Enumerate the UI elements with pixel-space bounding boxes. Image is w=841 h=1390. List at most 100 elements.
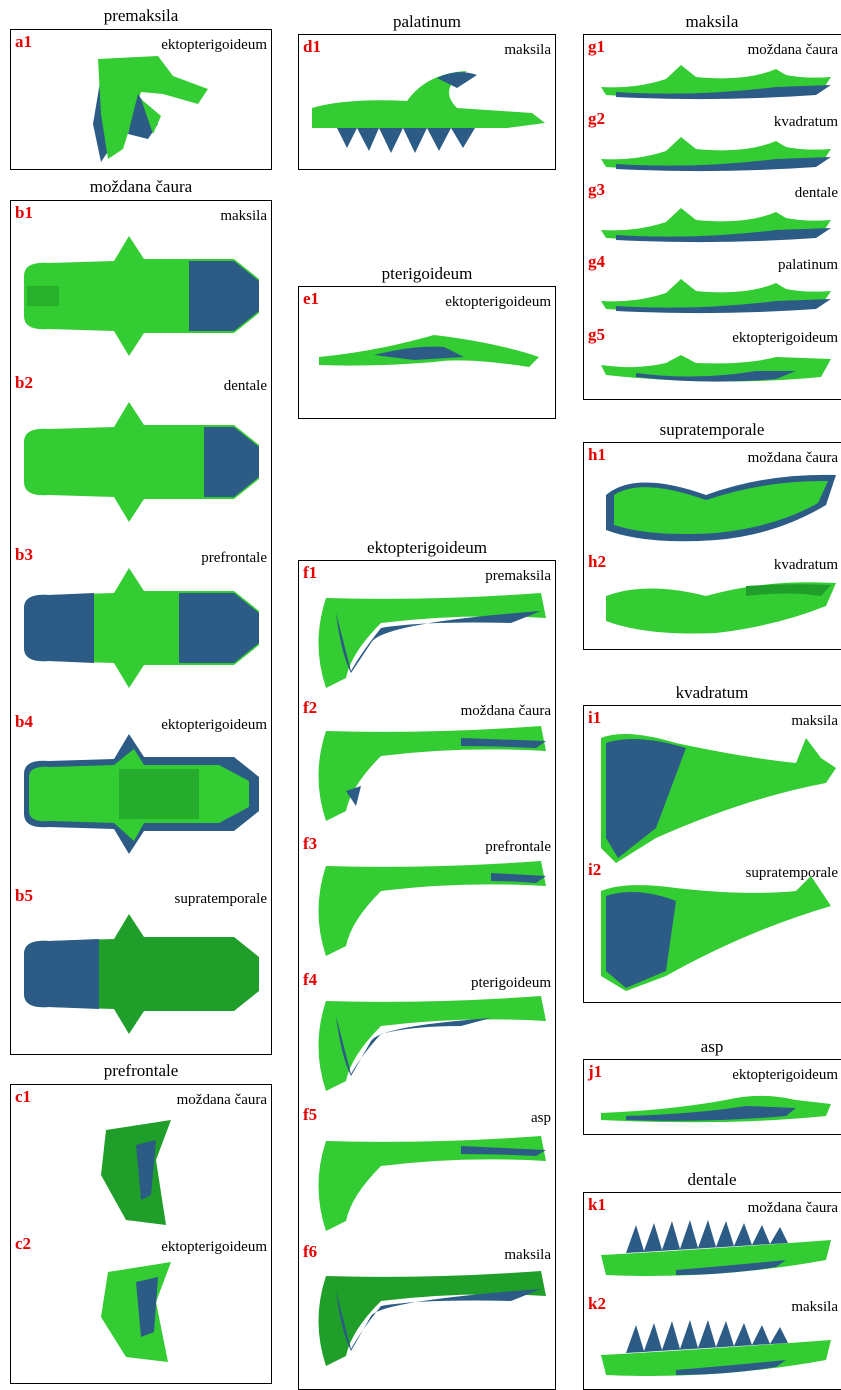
b4-label: ektopterigoideum	[161, 717, 267, 733]
g5-maxilla-render	[601, 355, 831, 382]
a1-id: a1	[15, 32, 32, 51]
panel-i-title: kvadratum	[675, 683, 749, 702]
h2-label: kvadratum	[773, 557, 838, 573]
panel-prefrontale: c1 moždana čaura c2 ektopterigoideum	[10, 1084, 272, 1384]
g1-id: g1	[588, 37, 605, 56]
b1-braincase-render	[24, 236, 259, 356]
i1-label: maksila	[791, 713, 838, 729]
f1-label: premaksila	[485, 568, 551, 584]
f6-label: maksila	[504, 1247, 551, 1263]
d1-id: d1	[303, 37, 321, 56]
e1-id: e1	[303, 289, 320, 308]
f2-id: f2	[303, 698, 318, 717]
c2-label: ektopterigoideum	[161, 1239, 267, 1255]
panel-c-title: prefrontale	[103, 1061, 179, 1080]
i2-id: i2	[588, 860, 602, 879]
a1-premaxilla-render	[93, 56, 208, 162]
panel-g-title: maksila	[685, 12, 739, 31]
b2-label: dentale	[223, 378, 267, 394]
panel-a-title: premaksila	[103, 6, 179, 25]
panel-f-title: ektopterigoideum	[367, 538, 487, 557]
f5-ectopterygoid-render	[318, 1136, 546, 1231]
c1-prefrontal-render	[101, 1120, 171, 1225]
f4-label: pterigoideum	[471, 975, 551, 991]
g4-label: palatinum	[778, 257, 838, 273]
g2-label: kvadratum	[773, 114, 838, 130]
d1-palatine-render	[312, 71, 545, 153]
g5-id: g5	[588, 325, 605, 344]
h1-supratemporal-render	[606, 474, 836, 542]
b2-id: b2	[15, 373, 33, 392]
b2-braincase-render	[24, 402, 259, 522]
i1-id: i1	[588, 708, 602, 727]
b5-label: supratemporale	[174, 891, 267, 907]
f2-label: moždana čaura	[460, 703, 551, 719]
f5-label: asp	[531, 1110, 551, 1126]
b4-id: b4	[15, 712, 33, 731]
h1-label: moždana čaura	[747, 450, 838, 466]
d1-label: maksila	[504, 42, 551, 58]
j1-id: j1	[588, 1062, 603, 1081]
k2-id: k2	[588, 1294, 606, 1313]
h2-id: h2	[588, 552, 606, 571]
b3-braincase-render	[24, 568, 259, 688]
g3-maxilla-render	[601, 208, 831, 243]
panel-asp: j1 ektopterigoideum	[583, 1059, 841, 1135]
h2-supratemporal-render	[606, 582, 836, 634]
k1-label: moždana čaura	[747, 1200, 838, 1216]
b4-braincase-render	[24, 734, 259, 854]
g5-label: ektopterigoideum	[732, 330, 838, 346]
f6-ectopterygoid-render	[318, 1271, 546, 1366]
f5-id: f5	[303, 1105, 318, 1124]
a1-label: ektopterigoideum	[161, 37, 267, 53]
f4-ectopterygoid-render	[318, 996, 546, 1091]
c1-id: c1	[15, 1087, 32, 1106]
panel-premaksila: a1 ektopterigoideum	[10, 29, 272, 170]
b1-label: maksila	[220, 208, 267, 224]
panel-b-title: moždana čaura	[89, 177, 193, 196]
b3-id: b3	[15, 545, 33, 564]
c2-prefrontal-render	[101, 1262, 171, 1362]
panel-mozdana-caura: b1 maksila b2 dentale b3 prefrontale b4 …	[10, 200, 272, 1055]
panel-j-title: asp	[700, 1037, 724, 1056]
c2-id: c2	[15, 1234, 32, 1253]
g3-id: g3	[588, 180, 605, 199]
g1-maxilla-render	[601, 65, 831, 100]
j1-label: ektopterigoideum	[732, 1067, 838, 1083]
f1-id: f1	[303, 563, 318, 582]
h1-id: h1	[588, 445, 606, 464]
panel-supratemporale: h1 moždana čaura h2 kvadratum	[583, 442, 841, 650]
g4-maxilla-render	[601, 279, 831, 314]
j1-asp-render	[601, 1095, 831, 1123]
panel-pterigoideum: e1 ektopterigoideum	[298, 286, 556, 419]
i2-label: supratemporale	[745, 865, 838, 881]
k1-dentary-render	[601, 1220, 831, 1276]
f4-id: f4	[303, 970, 318, 989]
k2-dentary-render	[601, 1320, 831, 1376]
panel-kvadratum: i1 maksila i2 supratemporale	[583, 705, 841, 1003]
panel-d-title: palatinum	[393, 12, 461, 31]
k1-id: k1	[588, 1195, 606, 1214]
f6-id: f6	[303, 1242, 318, 1261]
panel-e-title: pterigoideum	[381, 264, 473, 283]
panel-maksila: g1 moždana čaura g2 kvadratum g3 dentale…	[583, 34, 841, 400]
g3-label: dentale	[794, 185, 838, 201]
i1-quadrate-render	[601, 734, 836, 863]
panel-dentale: k1 moždana čaura k2 maksila	[583, 1192, 841, 1390]
c1-label: moždana čaura	[176, 1092, 267, 1108]
f2-ectopterygoid-render	[318, 726, 546, 821]
e1-label: ektopterigoideum	[445, 294, 551, 310]
f3-ectopterygoid-render	[318, 861, 546, 956]
i2-quadrate-render	[601, 876, 831, 991]
g2-maxilla-render	[601, 137, 831, 172]
k2-label: maksila	[791, 1299, 838, 1315]
f3-label: prefrontale	[485, 839, 551, 855]
e1-pterygoid-render	[319, 335, 539, 367]
g1-label: moždana čaura	[747, 42, 838, 58]
f1-ectopterygoid-render	[318, 593, 546, 688]
panel-k-title: dentale	[687, 1170, 737, 1189]
b1-id: b1	[15, 203, 33, 222]
panel-h-title: supratemporale	[659, 420, 765, 439]
b5-id: b5	[15, 886, 33, 905]
panel-palatinum: d1 maksila	[298, 34, 556, 170]
